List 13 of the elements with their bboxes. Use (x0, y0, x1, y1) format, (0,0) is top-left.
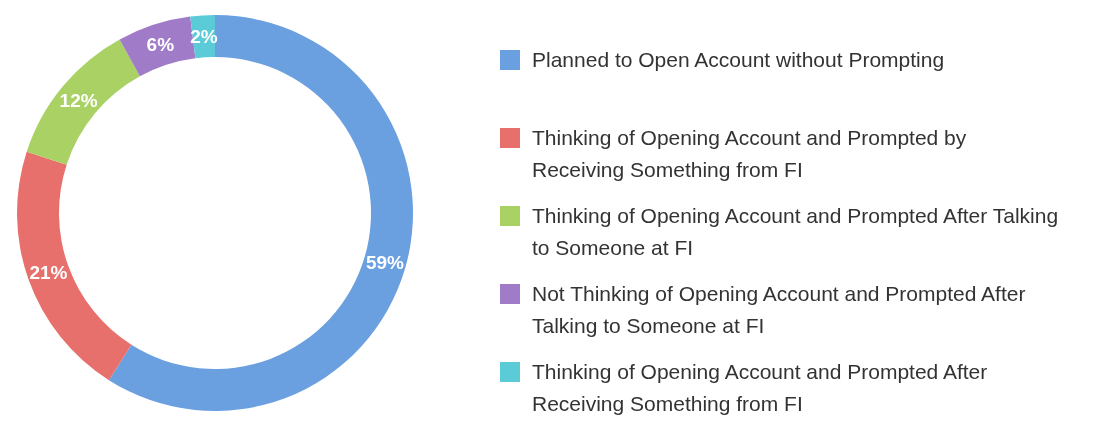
legend-label: Thinking of Opening Account and Prompted After Talking to Someone at FI (532, 203, 1060, 261)
donut-slice (108, 15, 413, 411)
legend-label: Planned to Open Account without Prompting (532, 47, 945, 73)
donut-slice (17, 151, 132, 381)
data-label: 59% (365, 251, 405, 273)
data-label: 2% (190, 25, 218, 47)
donut-slice (26, 39, 140, 165)
data-label: 21% (29, 262, 68, 284)
legend-label: Thinking of Opening Account and Prompted After Receiving Something from FI (532, 359, 989, 417)
legend-label: Not Thinking of Opening Account and Prompted After Talking to Someone at FI (532, 281, 1027, 339)
data-label: 6% (146, 34, 175, 56)
data-label: 12% (59, 89, 98, 111)
legend-label: Thinking of Opening Account and Prompted by Receiving Something from FI (532, 125, 968, 183)
